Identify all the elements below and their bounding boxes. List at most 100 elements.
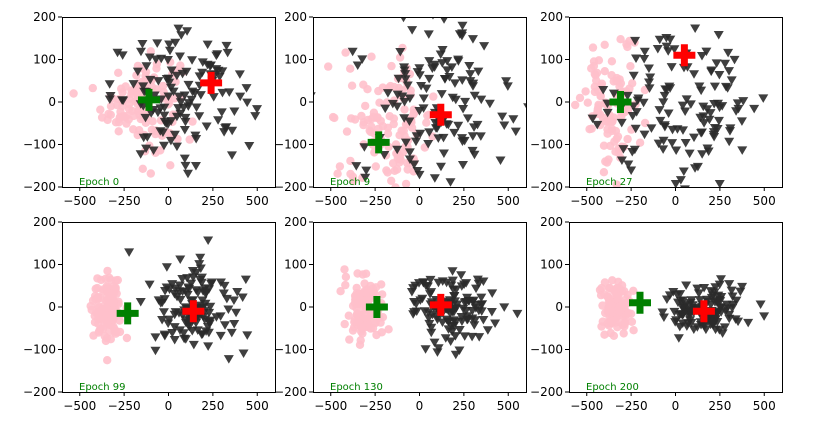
point-class-b [180,303,191,312]
point-class-b [244,142,255,151]
point-class-b [140,113,151,123]
point-class-b [462,114,473,123]
point-class-b [179,125,190,135]
point-class-b [643,64,654,74]
point-class-b [221,294,232,304]
y-tick-label: −100 [530,138,563,152]
point-class-b [195,91,206,100]
point-class-b [441,278,452,288]
x-tick-label: −500 [63,399,96,413]
point-class-b [219,321,230,330]
epoch-label: Epoch 0 [79,177,119,188]
point-class-b [715,297,726,306]
point-class-b [733,104,744,114]
point-class-b [180,287,191,297]
point-class-a [115,114,124,123]
point-class-b [221,41,232,51]
point-class-b [203,317,214,327]
point-class-a [376,318,385,327]
point-class-b [523,103,526,109]
point-class-b [174,281,185,291]
point-class-b [435,50,446,59]
point-class-b [423,140,434,149]
x-tick-label: −500 [570,399,603,413]
centroid-marker-class_b [200,71,223,94]
point-class-b [167,280,178,289]
point-class-b [229,107,240,117]
point-class-b [587,114,598,124]
point-class-b [176,31,187,40]
point-class-b [669,45,680,54]
point-class-a [392,165,402,174]
point-class-b [380,104,391,114]
point-class-b [188,340,199,350]
point-class-b [675,290,686,299]
point-class-b [724,280,735,289]
point-class-b [677,101,688,111]
point-class-b [397,92,408,102]
point-class-b [699,283,710,293]
point-class-b [197,58,208,67]
point-class-b [179,91,190,101]
point-class-b [730,315,741,324]
point-class-b [626,166,637,175]
point-class-b [454,346,465,356]
point-class-b [446,63,457,72]
x-tick-label: 500 [246,399,269,413]
point-class-b [736,117,747,126]
point-class-b [387,99,398,109]
point-class-b [199,284,210,293]
y-tick-label: 100 [284,258,307,272]
point-class-b [495,156,506,165]
point-class-b [690,24,701,34]
point-class-a [626,309,636,318]
point-class-b [104,80,115,89]
x-tick-label: 500 [497,399,520,413]
point-class-b [423,314,434,323]
point-class-b [453,55,464,65]
point-class-b [457,21,468,31]
point-class-b [429,174,440,183]
point-class-b [138,82,149,91]
point-class-a [106,275,116,285]
point-class-b [737,146,748,155]
point-class-a [355,340,365,349]
point-class-b [694,82,705,91]
point-class-b [124,248,135,257]
point-class-b [191,134,202,144]
point-class-b [678,167,689,176]
y-tick-label: 200 [284,215,307,229]
point-class-b [696,129,707,138]
point-class-b [441,315,452,325]
point-class-a [346,64,355,73]
point-class-b [159,111,170,121]
scatter-panel-1: −500 −250 0 250 500 −200 −100 0 100 200 Epoch 0 [23,10,276,208]
point-class-b [411,299,422,309]
point-class-b [446,322,457,331]
point-class-b [435,162,446,172]
point-class-b [705,320,716,330]
point-class-b [223,305,234,315]
point-class-b [148,146,159,156]
point-class-a [429,92,438,101]
y-tick-label: 0 [48,300,56,314]
point-class-b [692,284,703,294]
point-class-a [361,101,370,111]
point-class-b [155,299,166,308]
point-class-b [499,121,510,131]
point-class-b [701,47,712,57]
centroid-marker-class_a [365,296,388,318]
y-tick-label: −200 [23,180,56,194]
point-class-b [438,149,449,159]
point-class-a [371,162,380,171]
point-class-b [421,84,432,94]
point-class-b [454,325,465,335]
point-class-b [202,40,213,50]
point-class-b [163,74,174,84]
point-class-a [613,132,623,141]
y-tick-label: 100 [540,258,563,272]
centroid-marker-class_b [673,44,696,67]
point-class-b [627,112,638,121]
point-class-b [623,160,634,170]
point-class-a [102,303,111,312]
